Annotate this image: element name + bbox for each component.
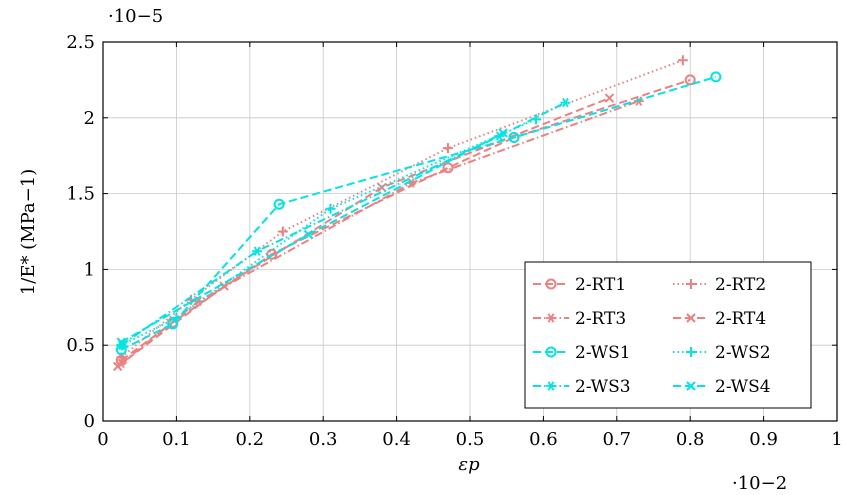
legend-item-2-ws1: 2-WS1 (533, 343, 631, 363)
legend-label: 2-WS2 (715, 343, 771, 363)
data-point (442, 143, 453, 154)
data-point (116, 337, 127, 347)
x-tick-label: 0 (97, 429, 108, 450)
series-2-rt4 (112, 93, 615, 372)
data-point (171, 312, 182, 323)
x-tick-label: 1 (831, 429, 842, 450)
y-tick-label: 0 (84, 411, 95, 432)
series-2-ws3 (116, 97, 571, 350)
legend-label: 2-RT2 (715, 275, 766, 295)
data-point (677, 55, 688, 66)
y-multiplier: ·10−5 (108, 6, 163, 27)
legend: 2-RT1 2-RT2 2-RT3 2-RT4 2-WS1 2-WS2 2-WS3 2-WS4 (524, 261, 812, 409)
x-tick-label: 0.4 (382, 429, 411, 450)
series-line (117, 97, 610, 368)
x-tick-label: 0.2 (235, 429, 264, 450)
legend-label: 2-RT4 (715, 309, 766, 329)
legend-label: 2-WS4 (715, 377, 771, 397)
data-point (167, 318, 179, 330)
legend-item-2-ws4: 2-WS4 (673, 377, 771, 397)
tick-labels: 0 0.1 0.2 0.3 0.4 0.5 0.6 0.7 0.8 0.9 1 0 0.5 1 1.5 2 2.… (66, 32, 842, 450)
series-2-ws4 (116, 128, 508, 347)
data-point (277, 226, 288, 237)
legend-marker (686, 347, 696, 357)
y-tick-label: 2 (84, 108, 95, 129)
data-point (273, 198, 285, 210)
legend-marker (686, 381, 696, 391)
legend-label: 2-WS1 (575, 343, 631, 363)
x-tick-label: 0.8 (676, 429, 705, 450)
data-point (508, 132, 520, 144)
x-tick-label: 0.7 (602, 429, 631, 450)
legend-label: 2-RT1 (575, 275, 626, 295)
x-tick-label: 0.3 (309, 429, 338, 450)
legend-label: 2-RT3 (575, 309, 626, 329)
y-tick-label: 0.5 (66, 335, 95, 356)
y-tick-label: 1.5 (66, 184, 95, 205)
x-multiplier: ·10−2 (732, 473, 787, 494)
data-point (112, 361, 123, 372)
x-tick-label: 0.5 (456, 429, 485, 450)
series-line (120, 132, 504, 344)
data-point (604, 93, 615, 103)
legend-item-2-ws2: 2-WS2 (673, 343, 771, 363)
y-tick-label: 2.5 (66, 32, 95, 53)
legend-marker (686, 279, 696, 289)
data-point (498, 128, 508, 138)
data-point (560, 97, 571, 108)
data-point (442, 162, 454, 174)
legend-marker (545, 346, 557, 358)
data-point (684, 74, 696, 86)
legend-item-2-rt1: 2-RT1 (533, 275, 626, 295)
series-line (120, 75, 717, 351)
y-tick-label: 1 (84, 259, 95, 280)
data-point (325, 203, 336, 214)
series-layer (112, 55, 722, 372)
legend-item-2-rt3: 2-RT3 (533, 309, 626, 329)
legend-marker (545, 278, 557, 290)
series-2-ws1 (115, 71, 722, 356)
legend-box (524, 261, 812, 409)
series-line (120, 101, 566, 347)
series-line (120, 100, 640, 365)
x-axis-title: εp (458, 454, 480, 475)
y-axis-title: 1/E* (MPa−1) (18, 169, 39, 295)
legend-marker (546, 313, 556, 323)
x-tick-label: 0.9 (749, 429, 778, 450)
legend-marker (686, 313, 696, 323)
ticks (102, 41, 838, 422)
legend-label: 2-WS3 (575, 377, 631, 397)
data-point (303, 229, 314, 240)
x-tick-label: 0.1 (162, 429, 191, 450)
legend-marker (546, 381, 556, 391)
data-point (710, 71, 722, 83)
legend-item-2-rt4: 2-RT4 (673, 309, 766, 329)
legend-item-2-ws3: 2-WS3 (533, 377, 631, 397)
data-point (252, 246, 263, 256)
legend-item-2-rt2: 2-RT2 (673, 275, 766, 295)
x-tick-label: 0.6 (529, 429, 558, 450)
series-line (120, 59, 684, 359)
